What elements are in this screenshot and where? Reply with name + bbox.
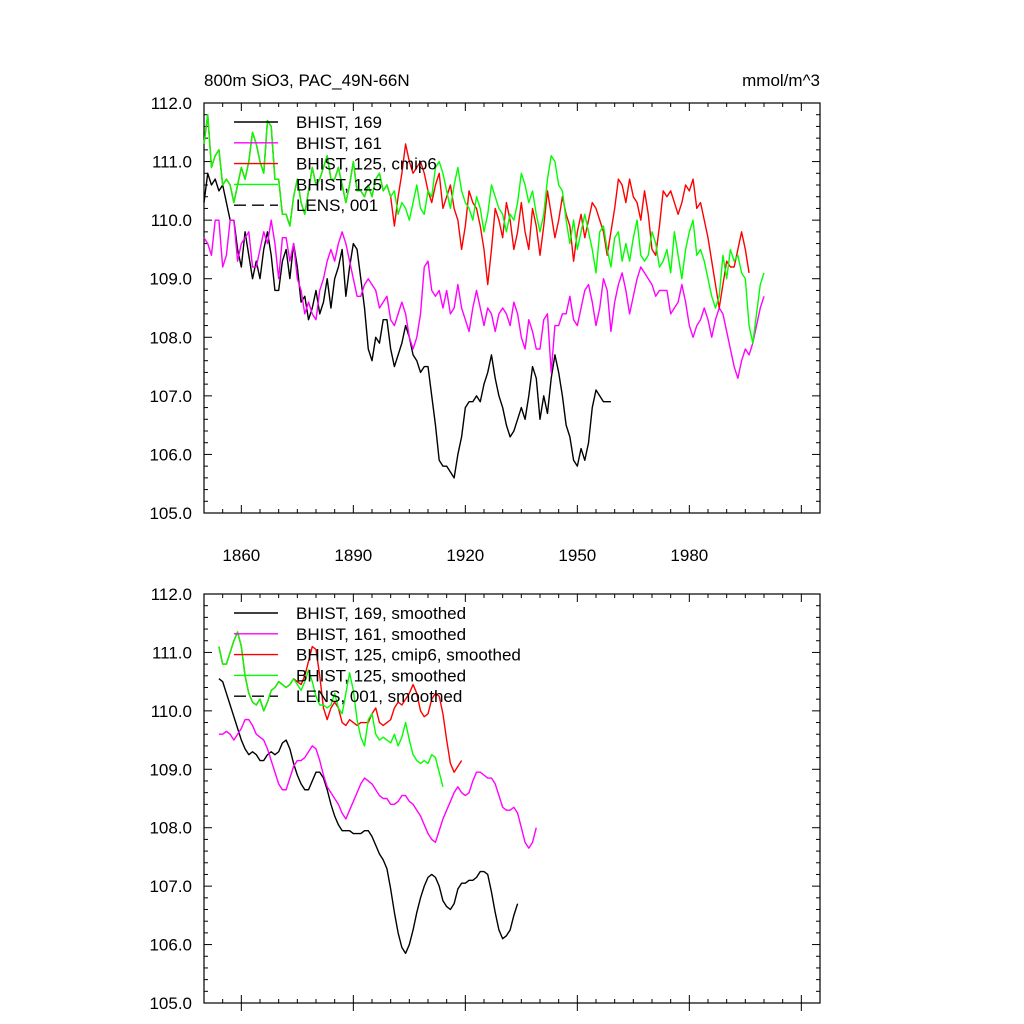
legend-label: BHIST, 169, smoothed [296,604,466,623]
x-tick-label: 1860 [222,546,260,565]
legend-label: BHIST, 125, cmip6, smoothed [296,646,521,665]
legend-label: BHIST, 169 [296,113,382,132]
y-tick-label: 109.0 [149,270,192,289]
y-tick-label: 112.0 [151,94,192,113]
series-line [218,718,537,849]
x-tick-label: 1950 [558,546,596,565]
series-line [203,219,765,379]
y-tick-label: 112.0 [151,585,192,604]
chart-units: mmol/m^3 [742,71,820,90]
y-tick-label: 105.0 [149,994,192,1013]
series-line [218,631,444,787]
plot-frame [203,102,821,514]
y-tick-label: 107.0 [149,387,192,406]
y-tick-label: 110.0 [151,702,192,721]
y-tick-label: 108.0 [149,328,192,347]
y-tick-label: 109.0 [149,760,192,779]
legend-label: LENS, 001 [296,196,378,215]
x-tick-label: 1890 [334,546,372,565]
legend-label: BHIST, 161, smoothed [296,625,466,644]
y-tick-label: 110.0 [151,211,192,230]
legend-label: BHIST, 161 [296,134,382,153]
y-tick-label: 106.0 [149,445,192,464]
legend-label: LENS, 001, smoothed [296,687,462,706]
plot-frame [203,593,821,1004]
y-tick-label: 106.0 [149,936,192,955]
chart-title: 800m SiO3, PAC_49N-66N [204,71,410,90]
y-tick-label: 111.0 [152,643,192,662]
series-line [203,172,611,479]
legend-label: BHIST, 125, cmip6 [296,155,437,174]
top-panel: 105.0 106.0 107.0 108.0 109.0 110.0 111.0 112.0… [149,94,821,565]
bottom-panel: 105.0 106.0 107.0 108.0 109.0 110.0 111.0 112.0… [149,585,821,1013]
legend-label: BHIST, 125 [296,175,382,194]
x-tick-label: 1980 [670,546,708,565]
x-tick-label: 1920 [446,546,484,565]
y-tick-label: 111.0 [152,153,192,172]
legend-label: BHIST, 125, smoothed [296,666,466,685]
series-line [203,114,765,344]
series-line [203,114,750,309]
y-tick-label: 105.0 [149,504,192,523]
y-tick-label: 107.0 [149,877,192,896]
y-tick-label: 108.0 [149,819,192,838]
